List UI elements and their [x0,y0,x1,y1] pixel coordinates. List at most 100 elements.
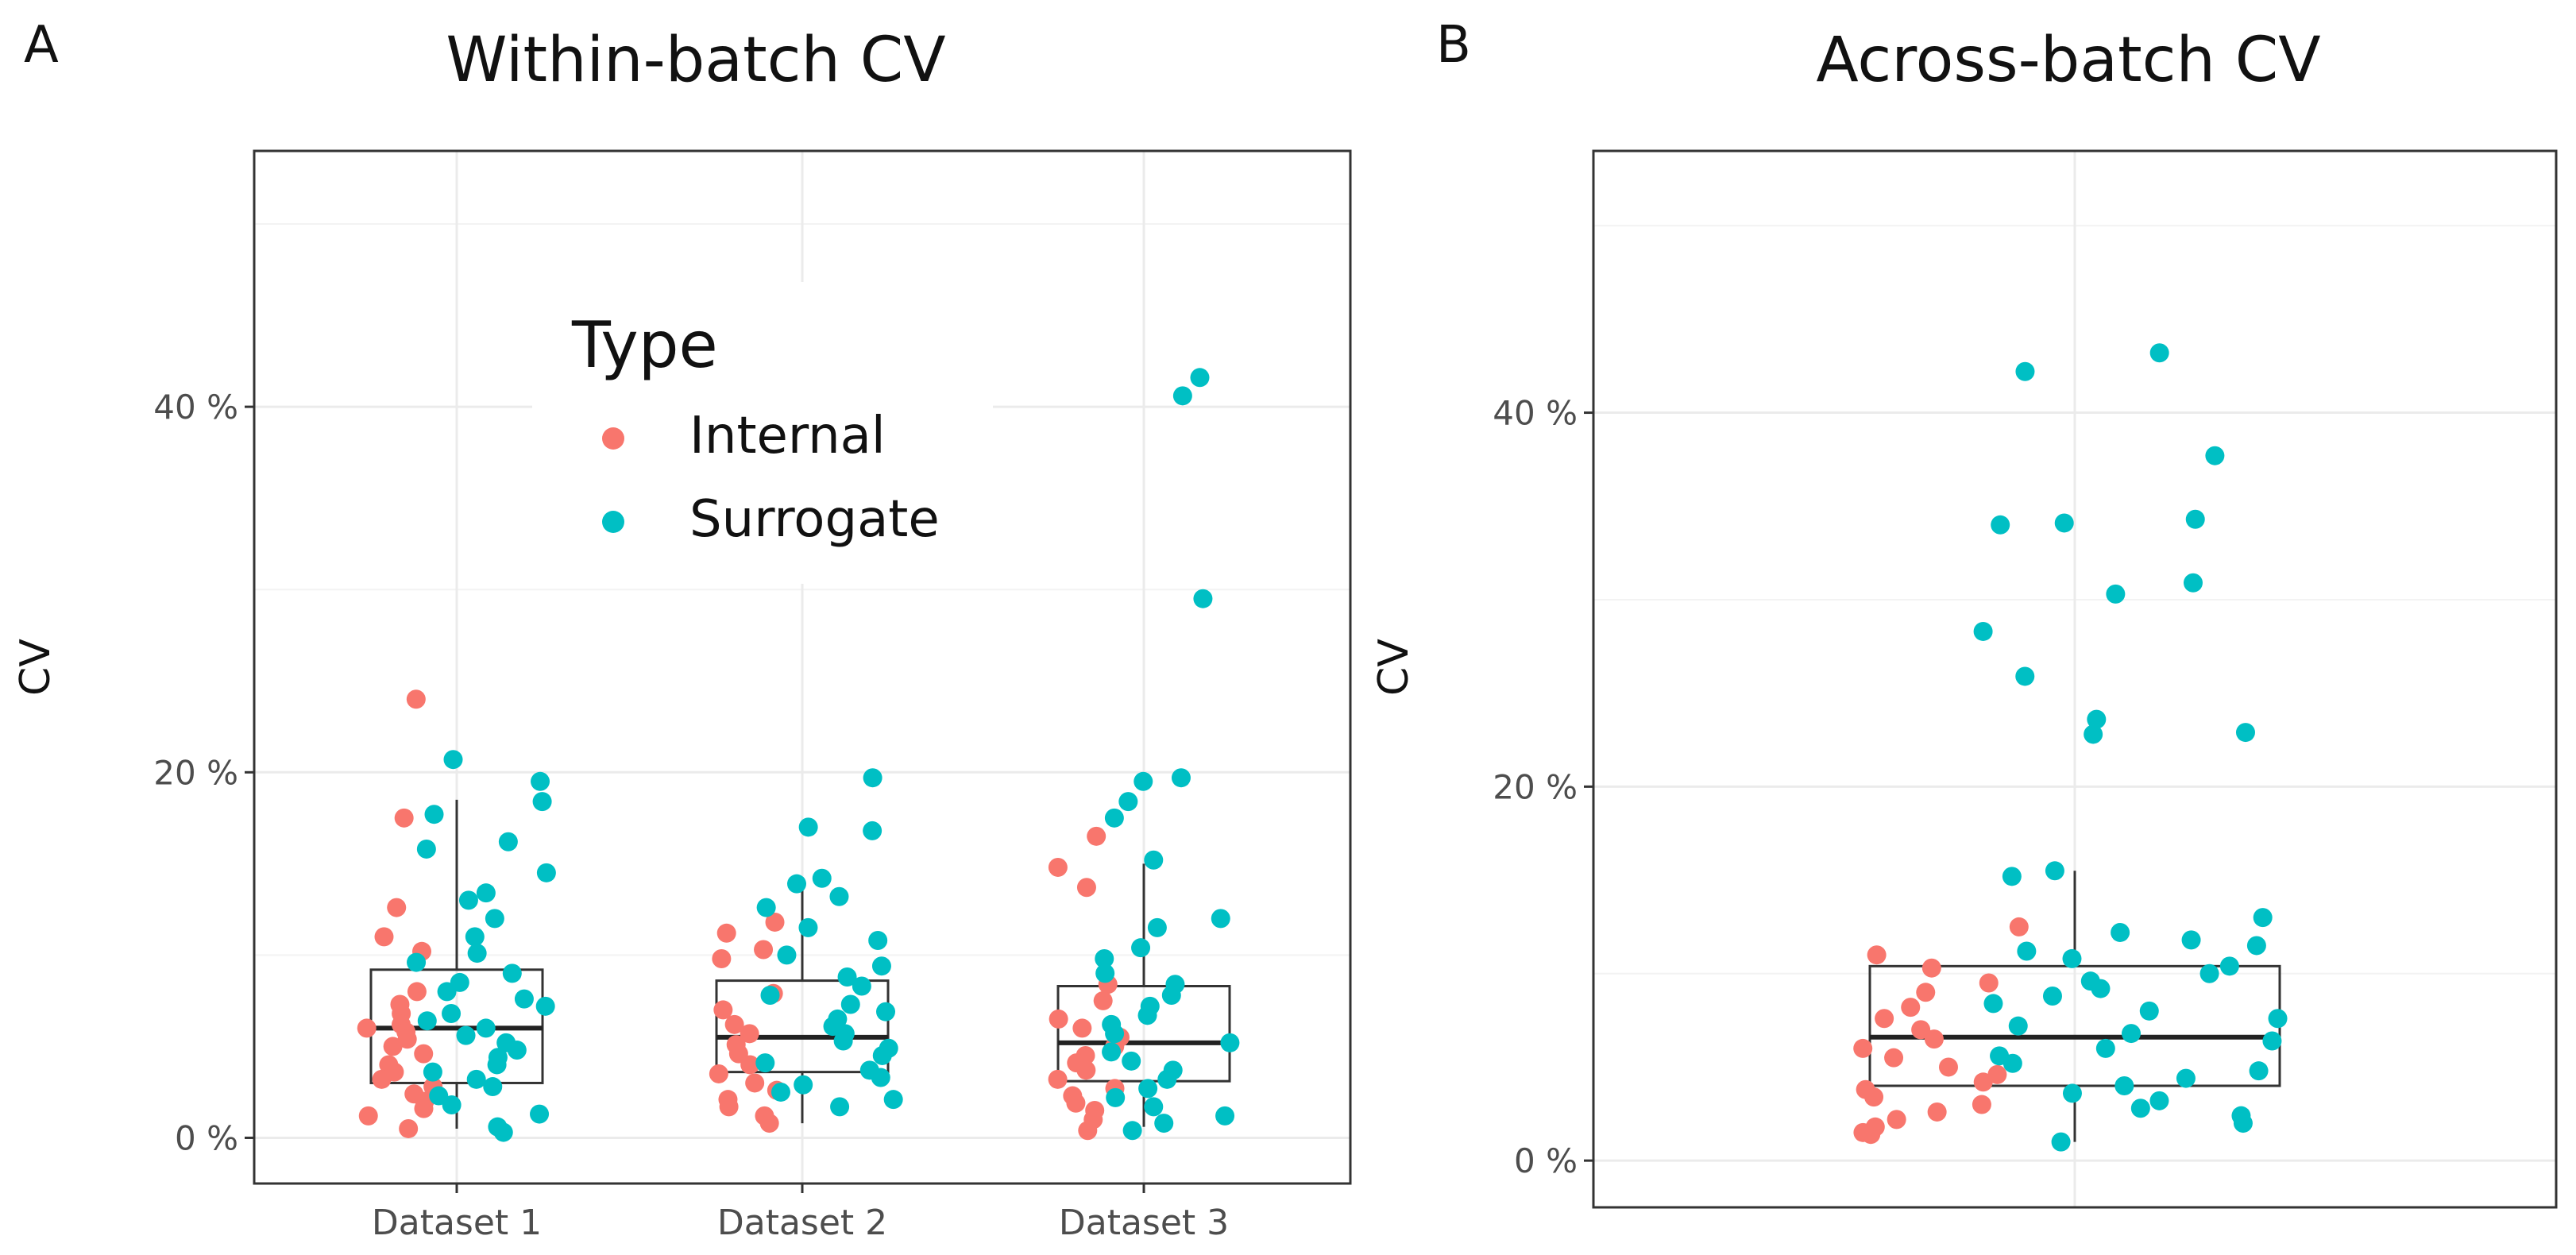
data-point-surrogate [424,805,444,824]
data-point-surrogate [1144,850,1164,870]
data-point-surrogate [2235,723,2255,743]
data-point-surrogate [2268,1009,2288,1029]
data-point-surrogate [863,821,882,840]
data-point-surrogate [442,1095,462,1115]
data-point-surrogate [416,839,436,859]
data-point-surrogate [2002,867,2022,886]
data-point-internal [1916,983,1936,1002]
data-point-internal [716,923,736,943]
x-tick-label: Dataset 1 [372,1203,542,1243]
data-point-surrogate [837,967,857,987]
data-point-surrogate [417,1011,437,1031]
data-point-internal [745,1073,765,1093]
data-point-surrogate [2246,936,2266,956]
data-point-surrogate [536,863,556,882]
data-point-surrogate [2183,573,2203,593]
data-point-surrogate [1122,1121,1142,1141]
data-point-surrogate [1215,1106,1235,1126]
data-point-internal [1924,1029,1944,1049]
data-point-surrogate [2185,509,2205,529]
data-point-surrogate [777,945,797,965]
data-point-surrogate [483,1077,503,1097]
data-point-surrogate [2091,979,2111,998]
data-point-internal [399,1118,419,1138]
data-point-internal [414,1044,434,1064]
data-point-surrogate [2017,941,2037,961]
data-point-internal [740,1024,759,1044]
data-point-internal [1927,1102,1947,1122]
data-point-internal [387,898,407,917]
data-point-internal [1048,857,1068,877]
data-point-surrogate [531,771,550,791]
data-point-surrogate [868,930,888,950]
data-point-surrogate [786,874,806,894]
data-point-surrogate [458,890,478,910]
data-point-surrogate [1220,1033,1240,1052]
data-point-internal [374,927,394,947]
data-point-surrogate [2253,908,2273,928]
data-point-surrogate [498,832,518,851]
data-point-internal [407,982,427,1002]
data-point-surrogate [798,817,818,837]
data-point-internal [406,689,426,709]
data-point-internal [1078,1121,1098,1141]
data-point-surrogate [1154,1114,1174,1133]
data-point-surrogate [532,792,552,812]
data-point-internal [719,1097,739,1117]
data-point-surrogate [2262,1031,2282,1051]
data-point-internal [1072,1018,1092,1038]
data-point-surrogate [872,1045,892,1065]
data-point-internal [1048,1069,1068,1089]
data-point-surrogate [1122,1051,1141,1071]
data-point-internal [1921,958,1941,978]
data-point-surrogate [871,1068,890,1087]
data-point-surrogate [2114,1075,2134,1095]
data-point-surrogate [883,1090,903,1110]
data-point-surrogate [530,1104,550,1124]
data-point-surrogate [1161,986,1181,1006]
data-point-surrogate [840,994,860,1014]
legend: Type Internal Surrogate [571,308,940,549]
data-point-internal [1853,1122,1873,1142]
data-point-surrogate [514,989,534,1009]
data-point-surrogate [1193,589,1213,608]
y-tick-label: 20 % [153,753,238,792]
panel-b-ylabel: CV [1370,639,1418,696]
data-point-surrogate [1106,1087,1126,1107]
data-point-surrogate [1131,938,1151,958]
data-point-surrogate [1147,917,1167,937]
data-point-surrogate [1137,1006,1157,1025]
data-point-surrogate [1172,386,1192,406]
data-point-surrogate [871,956,891,976]
data-point-surrogate [2095,1038,2115,1058]
data-point-surrogate [487,1055,507,1075]
y-tick-label: 40 % [1493,394,1578,433]
data-point-internal [397,1029,417,1049]
data-point-internal [713,1000,733,1020]
data-point-internal [1049,1009,1068,1029]
data-point-surrogate [1983,994,2003,1014]
data-point-surrogate [756,898,776,917]
data-point-surrogate [2176,1068,2196,1088]
data-point-surrogate [2149,343,2169,363]
panel-a-title: Within-batch CV [446,25,945,96]
data-point-surrogate [2051,1132,2071,1152]
data-point-surrogate [493,1122,513,1142]
data-point-internal [754,940,774,960]
box-iqr [715,979,890,1074]
data-point-internal [1972,1095,1991,1114]
y-tick-label: 0 % [1514,1141,1578,1180]
data-point-surrogate [2015,666,2035,686]
data-point-surrogate [2111,922,2130,942]
data-point-surrogate [1190,368,1210,388]
data-point-surrogate [535,996,555,1016]
data-point-surrogate [456,1025,476,1045]
data-point-surrogate [2054,513,2074,533]
data-point-internal [1867,945,1887,965]
data-point-surrogate [1102,1042,1122,1062]
data-point-surrogate [755,1053,775,1073]
data-point-internal [358,1106,378,1126]
panel-a-chart: Within-batch CV CV 0 % 20 % 40 % Dataset 1 D… [12,25,1352,1243]
